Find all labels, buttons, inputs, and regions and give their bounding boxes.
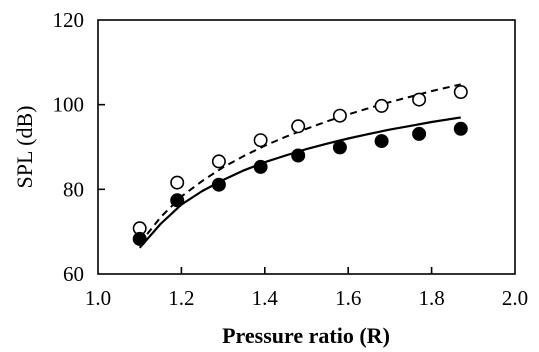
filled-circle-point xyxy=(132,231,147,246)
x-tick-label: 1.6 xyxy=(335,286,361,310)
filled-circle-point xyxy=(453,121,468,136)
x-tick-label: 1.0 xyxy=(85,286,111,310)
y-axis-title: SPL (dB) xyxy=(12,106,37,189)
filled-circle-point xyxy=(332,140,347,155)
filled-circle-point xyxy=(291,148,306,163)
open-circle-point xyxy=(211,154,226,169)
open-circle-point xyxy=(412,92,427,107)
y-tick-label: 80 xyxy=(63,177,84,201)
open-circle-point xyxy=(291,119,306,134)
x-tick-label: 1.4 xyxy=(252,286,279,310)
y-tick-label: 100 xyxy=(53,93,85,117)
x-tick-label: 1.8 xyxy=(418,286,444,310)
open-circle-point xyxy=(170,175,185,190)
filled-circle-point xyxy=(253,159,268,174)
filled-circle-point xyxy=(211,177,226,192)
open-circle-point xyxy=(374,98,389,113)
filled-circle-point xyxy=(412,126,427,141)
filled-circle-point xyxy=(170,193,185,208)
y-tick-label: 120 xyxy=(53,8,85,32)
x-tick-marks xyxy=(180,267,433,274)
markers xyxy=(132,85,468,246)
open-circle-point xyxy=(253,133,268,148)
filled-circle-point xyxy=(374,134,389,149)
open-circle-point xyxy=(453,85,468,100)
curves xyxy=(138,83,462,249)
open-circle-point xyxy=(332,108,347,123)
y-tick-label: 60 xyxy=(63,262,84,286)
x-tick-label: 1.2 xyxy=(168,286,194,310)
y-tick-marks xyxy=(98,103,105,191)
y-tick-labels: 60 80 100 120 xyxy=(53,8,85,286)
x-tick-label: 2.0 xyxy=(502,286,528,310)
x-tick-labels: 1.0 1.2 1.4 1.6 1.8 2.0 xyxy=(85,286,528,310)
plot-frame xyxy=(97,19,516,275)
solid-curve xyxy=(138,116,461,249)
x-axis-title: Pressure ratio (R) xyxy=(222,323,390,348)
dashed-curve xyxy=(138,83,462,245)
